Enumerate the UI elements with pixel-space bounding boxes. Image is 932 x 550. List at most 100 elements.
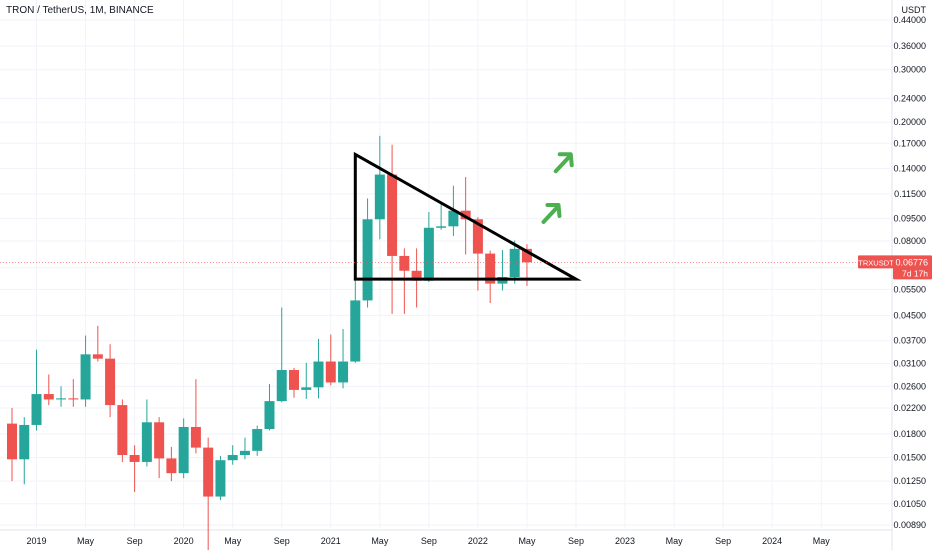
candle-body [117,405,128,456]
time-tick-label: Sep [127,536,143,546]
candle [325,334,336,386]
price-tick-label: 0.44000 [893,15,926,25]
price-tick-label: 0.03700 [893,336,926,346]
candle-body [301,387,312,390]
candle [203,437,214,550]
candle [178,418,189,479]
candle-body [289,370,299,390]
candle [423,211,434,283]
candle [92,325,103,362]
candle-body [239,450,250,456]
time-axis: 2019 May Sep 2020 May Sep 2021 May Sep 2022 May Sep… [27,536,831,546]
candle [141,399,152,467]
price-tick-label: 0.09500 [893,214,926,224]
candle-body [411,270,422,281]
price-tick-label: 0.36000 [893,41,926,51]
candle [338,328,349,389]
candle [387,144,398,314]
candle [239,437,250,460]
candle-body [43,394,54,400]
arrow-up-icon [541,202,562,224]
candle [190,379,201,454]
candle-body [374,174,385,220]
candle [374,135,385,240]
candle-body [166,458,177,474]
time-tick-label: 2022 [468,536,488,546]
candle [289,367,299,398]
price-tick-label: 0.11500 [894,189,926,199]
candle-body [325,361,336,383]
candle-body [68,398,79,400]
candle-body [521,248,532,263]
candle [497,250,508,291]
last-price-value: 0.06776 [895,257,928,267]
price-tick-label: 0.03100 [893,359,926,369]
time-tick-label: 2021 [321,536,341,546]
price-tick-label: 0.30000 [893,65,926,75]
candle [105,344,116,418]
candle-body [80,354,91,400]
time-tick-label: Sep [568,536,584,546]
candle [399,248,410,314]
candle [509,240,520,284]
price-tick-label: 0.17000 [893,138,926,148]
triangle-pattern [353,151,582,281]
candle-body [276,370,287,402]
candle-body [129,455,140,462]
time-tick-label: May [371,536,389,546]
price-axis: 0.44000 0.36000 0.30000 0.24000 0.20000 0.170… [893,5,926,530]
candle-body [203,447,214,497]
candle [313,338,324,399]
candle [215,455,226,501]
candle [301,362,312,399]
candle [7,407,17,482]
candle [31,349,42,431]
candle [264,383,275,431]
candle-body [178,426,189,474]
grid [0,0,893,550]
candle-body [362,219,373,301]
price-tick-label: 0.04500 [893,310,926,320]
price-tick-label: 0.02600 [893,381,926,391]
candle-body [190,426,201,448]
candle [362,198,373,308]
time-tick-label: 2020 [174,536,194,546]
currency-label: USDT [902,5,927,15]
candle-body [92,354,103,359]
candle-body [313,361,324,388]
candle [252,425,263,456]
candle-body [154,422,165,459]
candle-body [423,227,434,281]
candle-body [19,424,30,460]
candle-body [141,422,152,462]
price-tick-label: 0.01250 [893,476,926,486]
price-tick-label: 0.01050 [893,499,926,509]
time-tick-label: May [813,536,831,546]
price-tick-label: 0.05500 [893,284,926,294]
last-price-badge [893,255,932,280]
candle-body [7,423,17,460]
price-tick-label: 0.02200 [893,403,926,413]
candle-body [56,398,67,400]
candle-body [485,253,496,284]
bar-countdown: 7d 17h [902,268,928,278]
candle [129,445,140,492]
candle [350,277,361,363]
time-tick-label: Sep [715,536,731,546]
time-tick-label: May [518,536,536,546]
candle-body [460,210,471,220]
candle [166,446,177,482]
time-tick-label: May [224,536,242,546]
candle-body [31,394,42,425]
candle [117,399,128,462]
symbol-label: TRXUSDT [858,258,894,267]
time-tick-label: May [666,536,684,546]
candle-body [227,455,238,461]
candle-body [338,361,349,383]
price-tick-label: 0.01800 [893,429,926,439]
candle-body [387,174,398,256]
candle-body [436,226,447,228]
